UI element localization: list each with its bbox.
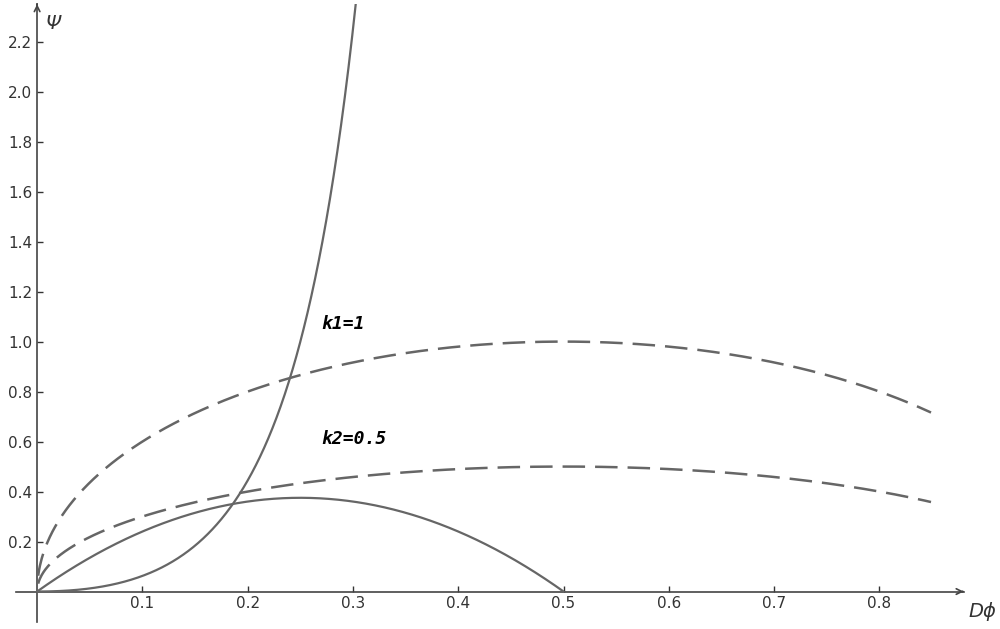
Text: k1=1: k1=1 — [321, 315, 365, 333]
Text: Dϕ: Dϕ — [969, 601, 997, 621]
Text: k2=0.5: k2=0.5 — [321, 430, 387, 448]
Text: Ψ: Ψ — [46, 14, 61, 33]
